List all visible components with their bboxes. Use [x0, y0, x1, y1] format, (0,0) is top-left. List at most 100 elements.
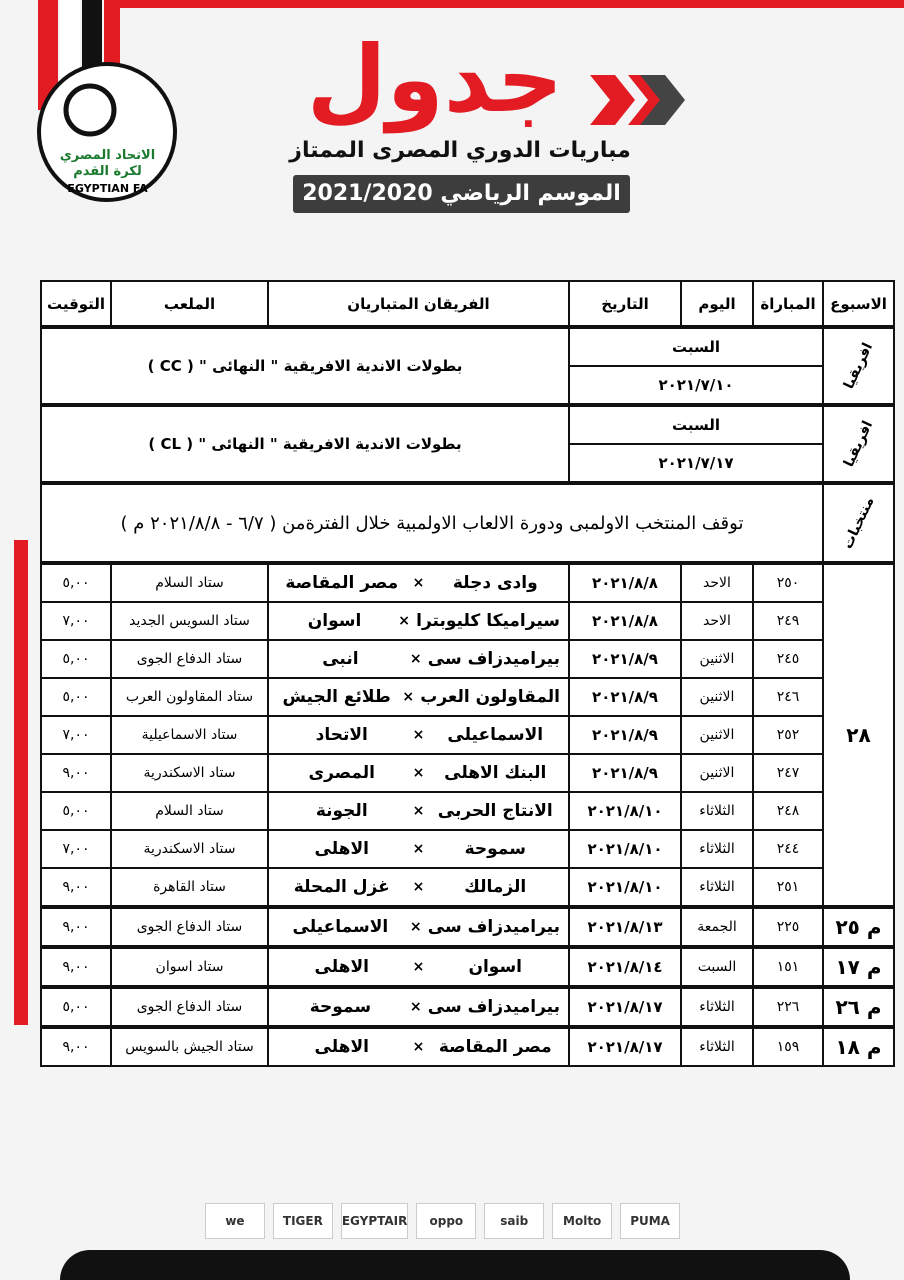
time-cell: ٧,٠٠ — [40, 829, 112, 869]
away-team: سموحة — [309, 997, 372, 1017]
column-header: المباراة — [752, 280, 824, 328]
home-team: سموحة — [464, 839, 526, 859]
away-team: الاهلى — [314, 1037, 369, 1057]
stadium-cell: ستاد الاسماعيلية — [110, 715, 269, 755]
stadium-cell: ستاد الدفاع الجوى — [110, 905, 269, 948]
teams-cell: بيراميدزاف سى × الاسماعيلى — [267, 905, 570, 948]
teams-cell: سيراميكا كليوبترا × اسوان — [267, 601, 570, 641]
away-team: غزل المحلة — [293, 877, 390, 897]
sponsor-logo: EGYPTAIR — [340, 1203, 409, 1239]
special-row: افريقيا السبت بطولات الاندية الافريقية " ا… — [40, 325, 895, 406]
home-team: بيراميدزاف سى — [427, 997, 560, 1017]
week-cell: منتخبات — [822, 481, 895, 564]
teams-cell: وادى دجلة × مصر المقاصة — [267, 561, 570, 603]
teams: الانتاج الحربى × الجونة — [270, 801, 567, 821]
time-cell: ٥,٠٠ — [40, 677, 112, 717]
match-number: ٢٤٤ — [752, 829, 824, 869]
separator: × — [412, 575, 425, 591]
home-team: مصر المقاصة — [438, 1037, 552, 1057]
match-number: ٢٤٥ — [752, 639, 824, 679]
date-cell: ٢٠٢١/٧/١٠ — [568, 365, 824, 406]
home-team: المقاولون العرب — [420, 687, 560, 707]
sponsor-logo: TIGER — [272, 1203, 333, 1239]
day-cell: الثلاثاء — [680, 985, 754, 1028]
special-row: افريقيا السبت بطولات الاندية الافريقية " ا… — [40, 403, 895, 484]
match-row: م ١٨ ١٥٩ الثلاثاء ٢٠٢١/٨/١٧ مصر المقاصة × الاه… — [40, 1025, 895, 1067]
time-cell: ٩,٠٠ — [40, 867, 112, 908]
away-team: طلائع الجيش — [282, 687, 391, 707]
teams-cell: الاسماعيلى × الاتحاد — [267, 715, 570, 755]
stadium-cell: ستاد الاسكندرية — [110, 829, 269, 869]
date-cell: ٢٠٢١/٨/٩ — [568, 753, 682, 793]
away-team: الاسماعيلى — [292, 917, 389, 937]
date-cell: ٢٠٢١/٨/١٧ — [568, 985, 682, 1028]
separator: × — [412, 841, 425, 857]
column-header: الملعب — [110, 280, 269, 328]
date-cell: ٢٠٢١/٨/١٠ — [568, 791, 682, 831]
away-team: الاتحاد — [315, 725, 368, 745]
column-header: التوقيت — [40, 280, 112, 328]
teams: سيراميكا كليوبترا × اسوان — [270, 611, 567, 631]
logo-arabic: الاتحاد المصري لكرة القدم — [59, 148, 156, 179]
match-row: ٢٥١ الثلاثاء ٢٠٢١/٨/١٠ الزمالك × غزل المحلة ست… — [40, 867, 894, 908]
time-cell: ٥,٠٠ — [40, 985, 112, 1028]
away-team: الجونة — [315, 801, 368, 821]
away-team: الاهلى — [314, 839, 369, 859]
day-cell: الثلاثاء — [680, 1025, 754, 1067]
separator: × — [409, 999, 422, 1015]
time-cell: ٩,٠٠ — [40, 1025, 112, 1067]
sponsor-logo: saib — [484, 1203, 545, 1239]
match-number: ٢٥٢ — [752, 715, 824, 755]
title: جدول — [306, 26, 564, 133]
match-number: ٢٤٦ — [752, 677, 824, 717]
separator: × — [409, 919, 422, 935]
match-row: ٢٤٤ الثلاثاء ٢٠٢١/٨/١٠ سموحة × الاهلى ستاد الا… — [40, 829, 894, 869]
event-text: بطولات الاندية الافريقية " النهائى " ( C… — [40, 325, 570, 406]
day-cell: الاثنين — [680, 639, 754, 679]
teams: سموحة × الاهلى — [270, 839, 567, 859]
home-team: بيراميدزاف سى — [427, 917, 560, 937]
week-cell: م ٢٥ — [822, 905, 895, 948]
day-cell: الثلاثاء — [680, 829, 754, 869]
match-row: م ٢٦ ٢٢٦ الثلاثاء ٢٠٢١/٨/١٧ بيراميدزاف سى × سم… — [40, 985, 895, 1028]
day-cell: الاحد — [680, 561, 754, 603]
date-cell: ٢٠٢١/٨/١٠ — [568, 829, 682, 869]
match-row: م ١٧ ١٥١ السبت ٢٠٢١/٨/١٤ اسوان × الاهلى ستاد اس… — [40, 945, 895, 988]
week-label: منتخبات — [839, 494, 878, 552]
schedule-table: الاسبوع المباراة اليوم التاريخ الفريقان المت… — [40, 280, 895, 1067]
match-row: ٢٤٦ الاثنين ٢٠٢١/٨/٩ المقاولون العرب × طلائع … — [40, 677, 894, 717]
separator: × — [412, 727, 425, 743]
time-cell: ٩,٠٠ — [40, 753, 112, 793]
match-number: ٢٢٦ — [752, 985, 824, 1028]
match-row: ٢٤٨ الثلاثاء ٢٠٢١/٨/١٠ الانتاج الحربى × الجون… — [40, 791, 894, 831]
match-number: ٢٤٧ — [752, 753, 824, 793]
time-cell: ٧,٠٠ — [40, 601, 112, 641]
teams-cell: اسوان × الاهلى — [267, 945, 570, 988]
special-row: ٢٠٢١/٧/١٠ — [41, 365, 894, 406]
stadium-cell: ستاد السويس الجديد — [110, 601, 269, 641]
match-row: ٢٤٧ الاثنين ٢٠٢١/٨/٩ البنك الاهلى × المصرى ستا… — [40, 753, 894, 793]
stadium-cell: ستاد الجيش بالسويس — [110, 1025, 269, 1067]
week-cell: م ١٧ — [822, 945, 895, 988]
separator: × — [412, 959, 425, 975]
teams: بيراميدزاف سى × انبى — [270, 649, 567, 669]
time-cell: ٥,٠٠ — [40, 639, 112, 679]
day-cell: الثلاثاء — [680, 791, 754, 831]
week-label: افريقيا — [840, 418, 877, 470]
match-number: ١٥١ — [752, 945, 824, 988]
match-number: ٢٤٩ — [752, 601, 824, 641]
separator: × — [398, 613, 410, 629]
away-team: المصرى — [308, 763, 375, 783]
match-number: ٢٥٠ — [752, 561, 824, 603]
date-cell: ٢٠٢١/٨/١٠ — [568, 867, 682, 908]
week-label: افريقيا — [840, 340, 877, 392]
column-header: الاسبوع — [822, 280, 895, 328]
teams: مصر المقاصة × الاهلى — [270, 1037, 567, 1057]
teams: اسوان × الاهلى — [270, 957, 567, 977]
season: الموسم الرياضي 2021/2020 — [293, 175, 630, 213]
week-cell: ٢٨ — [822, 561, 895, 908]
home-team: اسوان — [468, 957, 523, 977]
home-team: الزمالك — [464, 877, 527, 897]
date-cell: ٢٠٢١/٨/١٤ — [568, 945, 682, 988]
